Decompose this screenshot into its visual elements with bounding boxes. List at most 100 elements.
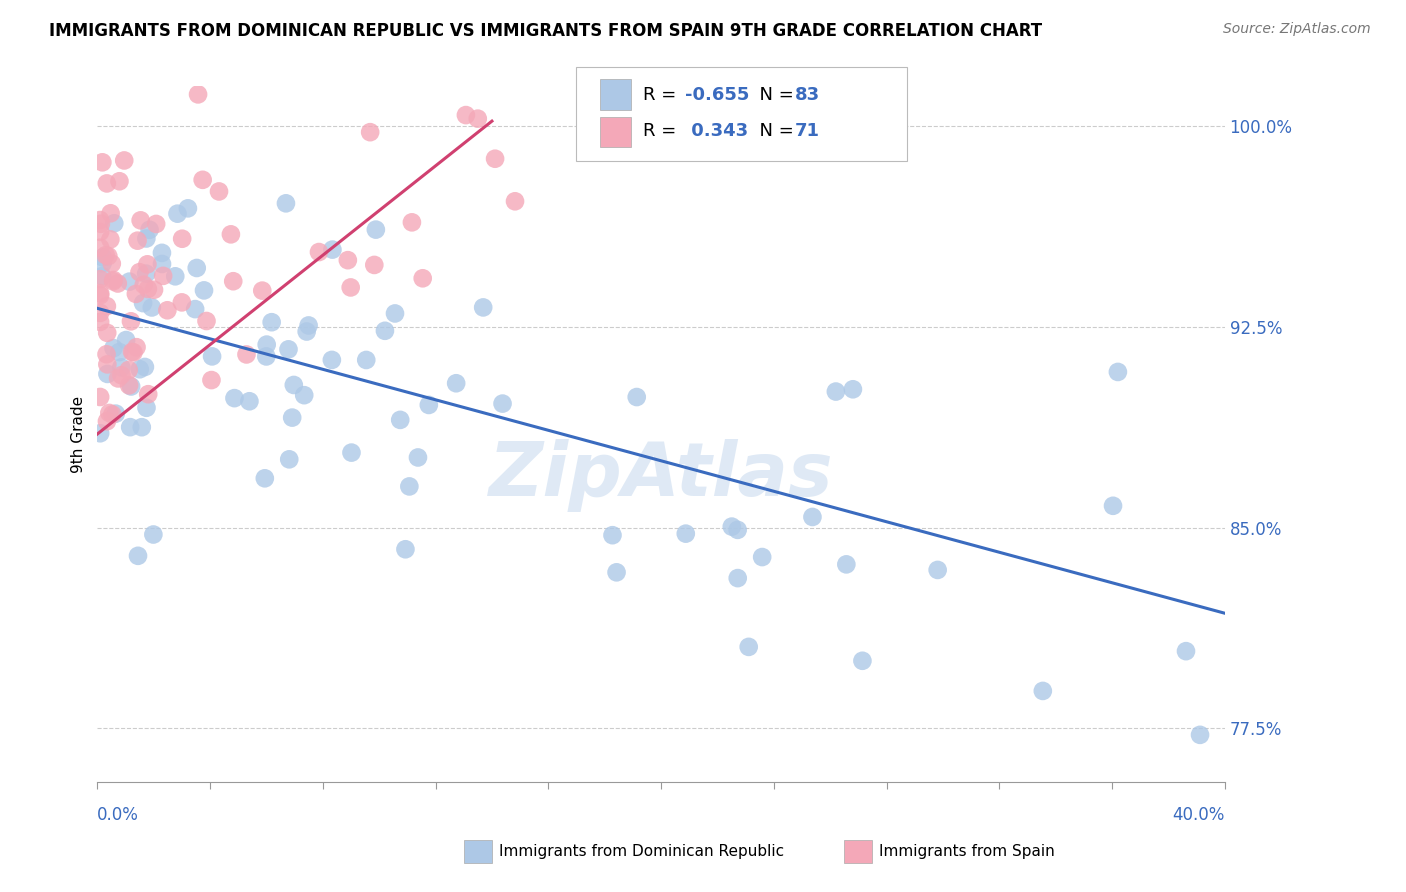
- Point: [132, 277, 155, 292]
- Point: [128, 362, 150, 376]
- Point: [96, 357, 118, 371]
- Point: [128, 265, 150, 279]
- Point: [238, 394, 260, 409]
- Point: [135, 231, 157, 245]
- Point: [96, 347, 118, 361]
- Point: [132, 296, 155, 310]
- Point: [112, 153, 135, 168]
- Point: [219, 227, 242, 242]
- Point: [503, 194, 526, 209]
- Point: [96, 177, 118, 191]
- Point: [107, 277, 129, 291]
- Point: [122, 345, 145, 359]
- Point: [96, 414, 118, 428]
- Point: [150, 245, 173, 260]
- Point: [927, 563, 949, 577]
- Point: [297, 318, 319, 333]
- Point: [152, 268, 174, 283]
- Point: [97, 249, 120, 263]
- Point: [401, 215, 423, 229]
- Point: [252, 284, 274, 298]
- Point: [96, 299, 118, 313]
- Point: [177, 202, 200, 216]
- Point: [118, 275, 141, 289]
- Point: [136, 282, 159, 296]
- Point: [675, 526, 697, 541]
- Point: [1107, 365, 1129, 379]
- Point: [222, 274, 245, 288]
- Point: [135, 401, 157, 415]
- Point: [100, 206, 122, 220]
- Text: 40.0%: 40.0%: [1173, 805, 1225, 824]
- Point: [89, 213, 111, 227]
- Point: [602, 528, 624, 542]
- Point: [274, 196, 297, 211]
- Text: Immigrants from Dominican Republic: Immigrants from Dominican Republic: [499, 845, 785, 859]
- Point: [110, 368, 132, 383]
- Point: [121, 344, 143, 359]
- Point: [150, 257, 173, 271]
- Point: [127, 549, 149, 563]
- Point: [91, 269, 114, 284]
- Point: [136, 387, 159, 401]
- Point: [186, 260, 208, 275]
- Point: [292, 388, 315, 402]
- Point: [606, 566, 628, 580]
- Point: [738, 640, 761, 654]
- Point: [835, 558, 858, 572]
- Point: [89, 306, 111, 320]
- Point: [103, 341, 125, 355]
- Text: -0.655: -0.655: [685, 86, 749, 103]
- Point: [484, 152, 506, 166]
- Point: [103, 273, 125, 287]
- Point: [260, 315, 283, 329]
- Point: [142, 527, 165, 541]
- Point: [201, 350, 224, 364]
- Point: [200, 373, 222, 387]
- Point: [89, 225, 111, 239]
- Y-axis label: 9th Grade: 9th Grade: [72, 395, 86, 473]
- Point: [308, 245, 330, 260]
- Text: 0.0%: 0.0%: [97, 805, 139, 824]
- Text: ZipAtlas: ZipAtlas: [489, 439, 834, 512]
- Point: [406, 450, 429, 465]
- Text: 83: 83: [794, 86, 820, 103]
- Text: 71: 71: [794, 122, 820, 140]
- Point: [363, 258, 385, 272]
- Point: [235, 347, 257, 361]
- Point: [1102, 499, 1125, 513]
- Point: [89, 288, 111, 302]
- Point: [127, 234, 149, 248]
- Point: [389, 413, 412, 427]
- Point: [120, 314, 142, 328]
- Point: [96, 367, 118, 381]
- Point: [398, 479, 420, 493]
- Point: [254, 350, 277, 364]
- Text: N =: N =: [748, 122, 800, 140]
- Point: [103, 216, 125, 230]
- Point: [141, 301, 163, 315]
- Point: [125, 340, 148, 354]
- Point: [720, 519, 742, 533]
- Point: [444, 376, 467, 391]
- Point: [118, 378, 141, 392]
- Point: [253, 471, 276, 485]
- Point: [170, 295, 193, 310]
- Point: [89, 241, 111, 255]
- Point: [364, 222, 387, 236]
- Point: [89, 315, 111, 329]
- Point: [321, 352, 343, 367]
- Point: [104, 407, 127, 421]
- Point: [224, 391, 246, 405]
- Point: [134, 359, 156, 374]
- Point: [91, 251, 114, 265]
- Text: R =: R =: [643, 86, 682, 103]
- Point: [491, 396, 513, 410]
- Point: [89, 286, 111, 301]
- Point: [110, 360, 132, 375]
- Point: [374, 324, 396, 338]
- Point: [118, 363, 141, 377]
- Point: [91, 155, 114, 169]
- Point: [96, 326, 118, 340]
- Point: [824, 384, 846, 399]
